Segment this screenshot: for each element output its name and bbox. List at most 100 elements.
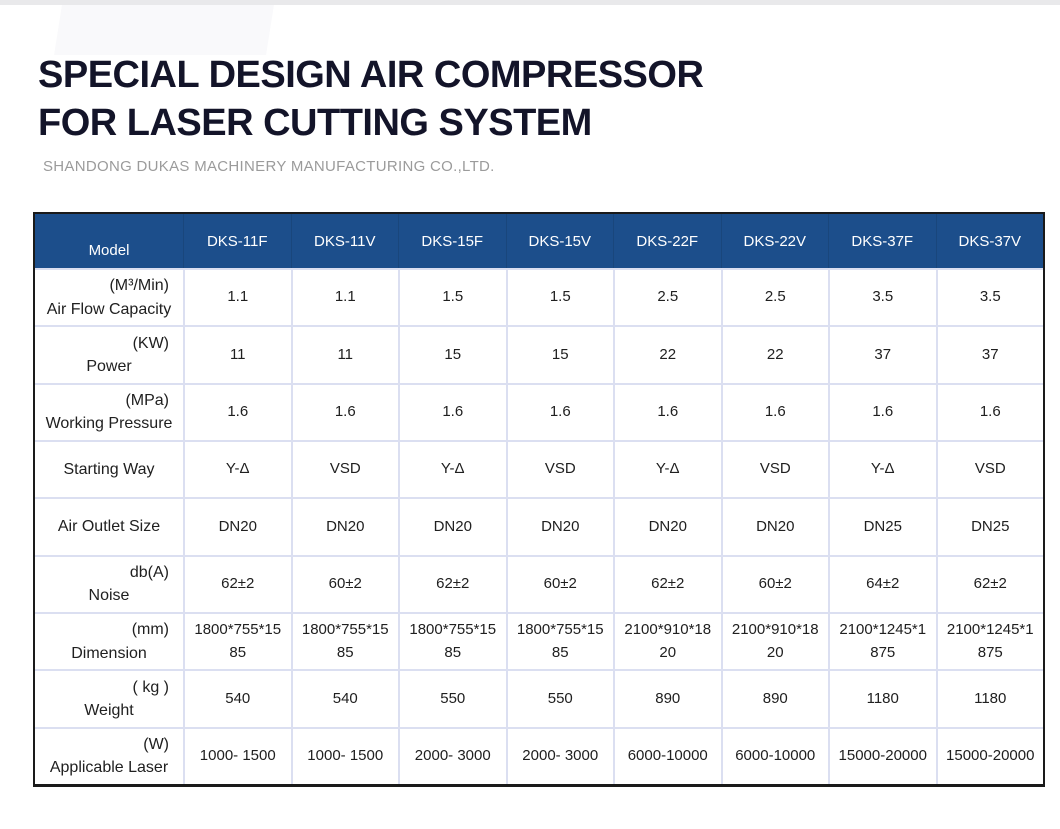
row-name-label: Weight — [84, 701, 134, 719]
value-cell: 540 — [183, 671, 291, 727]
column-header: DKS-22V — [720, 214, 829, 268]
value-cell: 60±2 — [505, 556, 614, 612]
row-unit-label: (M³/Min) — [109, 277, 169, 295]
value-cell: 62±2 — [613, 556, 721, 612]
row-name-label: Starting Way — [63, 461, 155, 479]
value-cell: VSD — [720, 441, 829, 498]
row-unit-label: (KW) — [132, 334, 169, 352]
value-cell: 37 — [935, 327, 1044, 383]
value-cell: 22 — [613, 327, 721, 383]
row-name-label: Applicable Laser — [49, 759, 169, 777]
value-cell: 11 — [183, 327, 291, 383]
column-header: DKS-11V — [290, 214, 399, 268]
value-cell: 2100*1245*1875 — [828, 613, 936, 670]
table-body: (M³/Min) Air Flow Capacity 1.1 1.1 1.5 1.5 2… — [35, 268, 1043, 784]
page-title: SPECIAL DESIGN AIR COMPRESSOR FOR LASER C… — [38, 51, 704, 147]
spec-table: Model DKS-11F DKS-11V DKS-15F DKS-15V DKS-22… — [33, 212, 1045, 787]
value-cell: 1.6 — [183, 384, 291, 440]
value-cell: 62±2 — [398, 556, 506, 612]
value-cell: 1.5 — [398, 270, 506, 326]
row-unit-label: (MPa) — [125, 392, 169, 410]
row-label-cell: (mm) Dimension — [35, 614, 183, 669]
table-row: (KW) Power 11 11 15 15 22 22 37 37 — [35, 325, 1044, 383]
value-cell: 6000-10000 — [613, 728, 721, 784]
value-cell: 1800*755*1585 — [398, 613, 506, 670]
value-cell: 1.6 — [290, 384, 399, 440]
value-cell: 550 — [398, 671, 506, 727]
value-cell: 15 — [398, 327, 506, 383]
value-cell: 6000-10000 — [720, 728, 829, 784]
value-cell: 1800*755*1585 — [505, 613, 614, 670]
value-cell: 62±2 — [935, 556, 1044, 612]
value-cell: DN20 — [505, 499, 614, 555]
value-cell: Y-Δ — [183, 441, 291, 498]
row-values: Y-Δ VSD Y-Δ VSD Y-Δ VSD Y-Δ VSD — [183, 441, 1044, 498]
value-cell: 1000- 1500 — [290, 728, 399, 784]
value-cell: DN25 — [828, 499, 936, 555]
value-cell: DN20 — [183, 499, 291, 555]
value-cell: 2000- 3000 — [505, 728, 614, 784]
value-cell: 15000-20000 — [828, 728, 936, 784]
table-row: (MPa) Working Pressure 1.6 1.6 1.6 1.6 1.6 1.… — [35, 382, 1043, 440]
row-name-label: Working Pressure — [45, 415, 173, 433]
value-cell: 1.6 — [828, 384, 936, 440]
row-values: 1.1 1.1 1.5 1.5 2.5 2.5 3.5 3.5 — [183, 270, 1044, 326]
column-header: DKS-37F — [828, 214, 936, 268]
value-cell: VSD — [935, 441, 1044, 498]
value-cell: 1.6 — [505, 384, 614, 440]
row-name-label: Dimension — [71, 644, 147, 662]
value-cell: 3.5 — [828, 270, 936, 326]
row-label-cell: Starting Way — [35, 442, 183, 497]
row-values: DN20 DN20 DN20 DN20 DN20 DN20 DN25 DN25 — [183, 499, 1044, 555]
model-columns: DKS-11F DKS-11V DKS-15F DKS-15V DKS-22F DKS-2… — [183, 214, 1043, 268]
value-cell: 64±2 — [828, 556, 936, 612]
value-cell: Y-Δ — [398, 441, 506, 498]
table-row: ( kg ) Weight 540 540 550 550 890 890 1180 1180 — [35, 669, 1043, 727]
column-header: DKS-22F — [613, 214, 721, 268]
row-values: 1800*755*1585 1800*755*1585 1800*755*1585 1… — [183, 613, 1044, 670]
value-cell: 60±2 — [290, 556, 399, 612]
row-label-cell: (W) Applicable Laser — [35, 729, 183, 784]
value-cell: 1.6 — [720, 384, 829, 440]
table-row: Air Outlet Size DN20 DN20 DN20 DN20 DN20 DN20… — [35, 497, 1044, 555]
row-unit-label: (W) — [143, 736, 169, 754]
row-values: 11 11 15 15 22 22 37 37 — [183, 327, 1044, 383]
value-cell: 1800*755*1585 — [290, 613, 399, 670]
value-cell: 1.1 — [290, 270, 399, 326]
value-cell: DN20 — [290, 499, 399, 555]
value-cell: 2100*910*1820 — [613, 613, 721, 670]
table-row: (M³/Min) Air Flow Capacity 1.1 1.1 1.5 1.5 2… — [35, 268, 1044, 326]
value-cell: 3.5 — [935, 270, 1044, 326]
row-name-label: Air Outlet Size — [57, 518, 161, 536]
value-cell: 1.6 — [398, 384, 506, 440]
row-unit-label: db(A) — [129, 564, 169, 582]
value-cell: 550 — [505, 671, 614, 727]
table-row: Starting Way Y-Δ VSD Y-Δ VSD Y-Δ VSD Y-Δ VSD — [35, 439, 1044, 498]
title-line-2: FOR LASER CUTTING SYSTEM — [38, 102, 592, 144]
value-cell: 1180 — [828, 671, 936, 727]
row-unit-label: ( kg ) — [132, 678, 169, 696]
value-cell: DN20 — [398, 499, 506, 555]
value-cell: 2100*910*1820 — [720, 613, 829, 670]
value-cell: 540 — [290, 671, 399, 727]
value-cell: 37 — [828, 327, 936, 383]
row-values: 1.6 1.6 1.6 1.6 1.6 1.6 1.6 1.6 — [183, 384, 1043, 440]
value-cell: DN20 — [613, 499, 721, 555]
value-cell: 1800*755*1585 — [183, 613, 291, 670]
value-cell: 2100*1245*1875 — [935, 613, 1044, 670]
row-name-label: Noise — [88, 587, 130, 605]
value-cell: 15 — [505, 327, 614, 383]
table-row: (mm) Dimension 1800*755*1585 1800*755*158… — [35, 611, 1044, 670]
value-cell: 2000- 3000 — [398, 728, 506, 784]
value-cell: 2.5 — [720, 270, 829, 326]
column-header: DKS-37V — [935, 214, 1044, 268]
row-name-label: Power — [86, 357, 132, 375]
value-cell: 890 — [720, 671, 829, 727]
row-label-cell: (KW) Power — [35, 327, 183, 382]
value-cell: 890 — [613, 671, 721, 727]
column-header: DKS-11F — [183, 214, 291, 268]
value-cell: VSD — [505, 441, 614, 498]
value-cell: DN25 — [935, 499, 1044, 555]
row-label-cell: ( kg ) Weight — [35, 671, 183, 726]
table-row: db(A) Noise 62±2 60±2 62±2 60±2 62±2 60±2 64±2… — [35, 554, 1044, 612]
